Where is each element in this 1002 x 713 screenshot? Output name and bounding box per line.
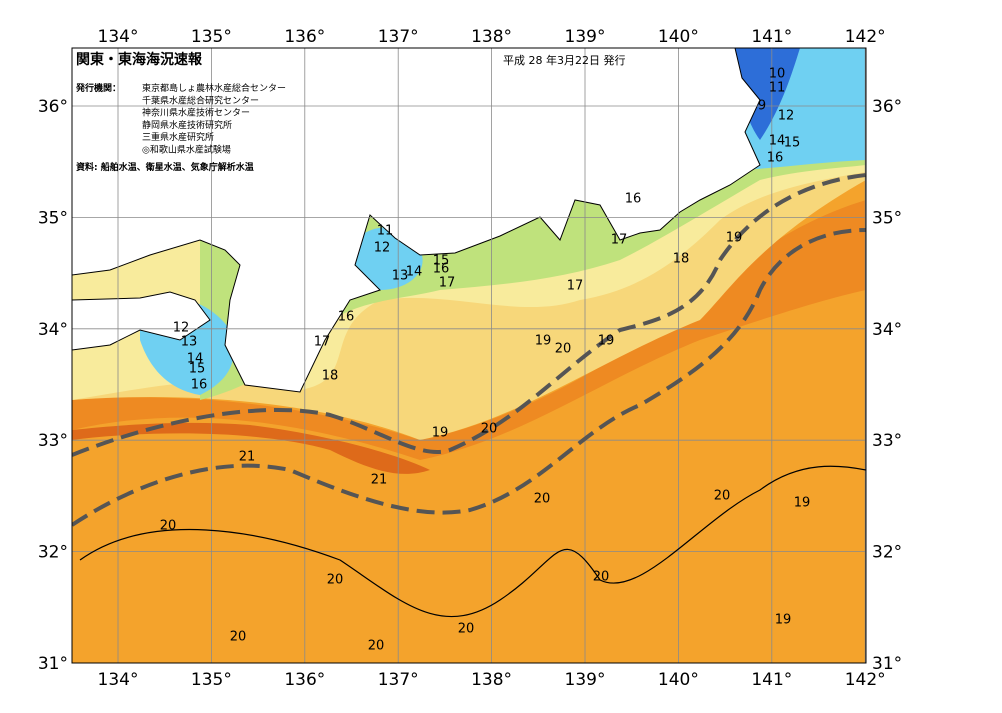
contour-label: 17 bbox=[567, 279, 584, 294]
contour-label: 21 bbox=[239, 450, 256, 465]
lon-label-bottom: 137° bbox=[378, 670, 419, 690]
lon-label-top: 134° bbox=[98, 27, 139, 47]
lat-label-left: 32° bbox=[38, 543, 68, 563]
contour-20 bbox=[79, 465, 866, 618]
contour-label: 20 bbox=[368, 639, 385, 654]
issuer: 静岡県水産技術研究所 bbox=[142, 119, 232, 131]
contour-label: 16 bbox=[338, 310, 355, 325]
cold-core bbox=[730, 48, 800, 140]
contour-label: 20 bbox=[481, 422, 498, 437]
contour-label: 20 bbox=[230, 630, 247, 645]
contour-label: 16 bbox=[625, 192, 642, 207]
land bbox=[72, 48, 761, 393]
contour-label: 19 bbox=[726, 231, 743, 246]
graticule bbox=[72, 48, 866, 663]
contour-label: 11 bbox=[769, 81, 786, 96]
lon-label-bottom: 138° bbox=[471, 670, 512, 690]
contour-label: 15 bbox=[189, 362, 206, 377]
contour-label: 18 bbox=[673, 252, 690, 267]
contour-label: 17 bbox=[611, 233, 628, 248]
lat-label-left: 35° bbox=[38, 208, 68, 228]
lat-label-right: 31° bbox=[872, 654, 902, 674]
issuer: 神奈川県水産技術センター bbox=[142, 107, 250, 119]
lat-label-right: 32° bbox=[872, 543, 902, 563]
contour-label: 19 bbox=[598, 334, 615, 349]
lon-label-bottom: 140° bbox=[658, 670, 699, 690]
contour-label: 14 bbox=[187, 352, 204, 367]
lat-label-right: 35° bbox=[872, 208, 902, 228]
contour-label: 14 bbox=[406, 265, 423, 280]
contour-label: 20 bbox=[593, 570, 610, 585]
lon-label-top: 138° bbox=[471, 27, 512, 47]
contour-label: 10 bbox=[769, 67, 786, 82]
contour-label: 19 bbox=[794, 496, 811, 511]
contour-label: 11 bbox=[377, 224, 394, 239]
lon-label-bottom: 136° bbox=[284, 670, 325, 690]
issuer-list: 東京都島しょ農林水産総合センター千葉県水産総合研究センター神奈川県水産技術センタ… bbox=[142, 82, 286, 156]
lon-label-top: 142° bbox=[845, 27, 886, 47]
lat-label-right: 36° bbox=[872, 97, 902, 117]
contour-label: 20 bbox=[555, 342, 572, 357]
contour-label: 20 bbox=[327, 573, 344, 588]
lat-label-right: 34° bbox=[872, 320, 902, 340]
axis-labels: 134° 134° 135° 135° 136° 136° 137° 137° 138° 138°… bbox=[38, 27, 902, 690]
lon-label-top: 135° bbox=[191, 27, 232, 47]
issuer: 東京都島しょ農林水産総合センター bbox=[142, 82, 286, 94]
contour-label: 19 bbox=[432, 426, 449, 441]
issuer: 千葉県水産総合研究センター bbox=[142, 94, 259, 106]
contour-label: 20 bbox=[458, 622, 475, 637]
issue-date: 平成 28 年3月22日 発行 bbox=[503, 53, 625, 67]
contour-label: 13 bbox=[181, 335, 198, 350]
contour-label: 17 bbox=[439, 276, 456, 291]
map-frame bbox=[71, 47, 867, 664]
contour-label: 13 bbox=[392, 269, 409, 284]
contour-label: 20 bbox=[534, 492, 551, 507]
lat-label-right: 33° bbox=[872, 431, 902, 451]
contour-label: 16 bbox=[191, 378, 208, 393]
lon-label-bottom: 141° bbox=[751, 670, 792, 690]
warm-band bbox=[72, 200, 866, 460]
contour-label: 20 bbox=[714, 489, 731, 504]
contour-label: 15 bbox=[433, 254, 450, 269]
contour-label: 12 bbox=[778, 109, 795, 124]
issuer: ◎和歌山県水産試験場 bbox=[142, 144, 231, 156]
contour-label: 14 bbox=[769, 134, 786, 149]
lon-label-bottom: 135° bbox=[191, 670, 232, 690]
lon-label-bottom: 139° bbox=[565, 670, 606, 690]
contour-label: 18 bbox=[322, 369, 339, 384]
contour-label: 9 bbox=[758, 99, 766, 114]
ocean-layers bbox=[72, 48, 866, 663]
lon-label-bottom: 142° bbox=[845, 670, 886, 690]
kuroshio-outer bbox=[72, 228, 866, 527]
contour-label: 20 bbox=[160, 519, 177, 534]
lon-label-top: 136° bbox=[284, 27, 325, 47]
shikoku bbox=[72, 291, 211, 351]
contour-label: 17 bbox=[314, 335, 331, 350]
lat-label-left: 33° bbox=[38, 431, 68, 451]
lon-label-top: 141° bbox=[751, 27, 792, 47]
source-note: 資料: 船舶水温、衛星水温、気象庁解析水温 bbox=[76, 161, 254, 173]
contour-label: 15 bbox=[784, 136, 801, 151]
title: 関東・東海海況速報 bbox=[76, 51, 203, 68]
contour-label: 19 bbox=[775, 613, 792, 628]
lat-label-left: 36° bbox=[38, 97, 68, 117]
contour-label: 16 bbox=[767, 151, 784, 166]
lon-label-top: 137° bbox=[378, 27, 419, 47]
kuroshio-inner bbox=[72, 173, 866, 457]
contour-label: 19 bbox=[535, 334, 552, 349]
lon-label-top: 140° bbox=[658, 27, 699, 47]
contour-label: 21 bbox=[371, 473, 388, 488]
contour-label: 12 bbox=[374, 241, 391, 256]
lat-label-left: 34° bbox=[38, 320, 68, 340]
lon-label-bottom: 134° bbox=[98, 670, 139, 690]
contour-label: 16 bbox=[433, 262, 450, 277]
issuer: 三重県水産研究所 bbox=[142, 131, 214, 143]
lon-label-top: 139° bbox=[565, 27, 606, 47]
lat-label-left: 31° bbox=[38, 654, 68, 674]
warm-core bbox=[72, 422, 430, 474]
contour-label: 12 bbox=[173, 321, 190, 336]
issuers-label: 発行機関： bbox=[75, 82, 121, 94]
